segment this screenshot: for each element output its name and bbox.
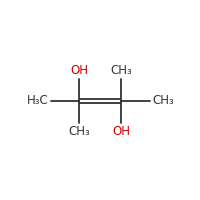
Text: H₃C: H₃C (27, 95, 49, 108)
Text: CH₃: CH₃ (152, 95, 174, 108)
Text: CH₃: CH₃ (110, 64, 132, 77)
Text: OH: OH (70, 64, 88, 77)
Text: OH: OH (112, 125, 130, 138)
Text: CH₃: CH₃ (68, 125, 90, 138)
